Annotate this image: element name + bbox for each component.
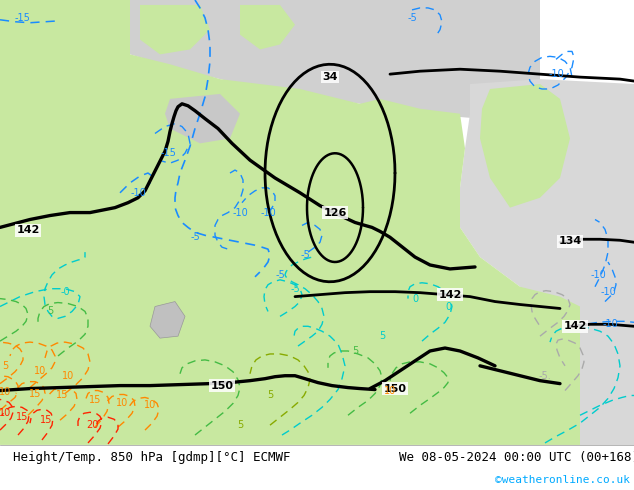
Text: We 08-05-2024 00:00 UTC (00+168): We 08-05-2024 00:00 UTC (00+168): [399, 451, 634, 464]
Polygon shape: [480, 84, 570, 208]
Text: -5.: -5.: [539, 371, 552, 381]
Text: 10: 10: [62, 371, 74, 381]
Text: 134: 134: [559, 236, 581, 246]
Text: 15: 15: [16, 412, 28, 422]
Text: 5: 5: [267, 391, 273, 400]
Text: 150: 150: [210, 381, 233, 391]
Text: 142: 142: [438, 290, 462, 300]
Text: -10: -10: [590, 270, 606, 280]
Text: -10: -10: [260, 208, 276, 218]
Text: 0: 0: [412, 294, 418, 304]
Text: -10: -10: [548, 69, 564, 79]
Text: 5: 5: [2, 361, 8, 371]
Text: 10: 10: [144, 400, 156, 410]
Text: -5: -5: [300, 250, 310, 260]
Text: Height/Temp. 850 hPa [gdmp][°C] ECMWF: Height/Temp. 850 hPa [gdmp][°C] ECMWF: [13, 451, 290, 464]
Polygon shape: [540, 178, 634, 445]
Polygon shape: [460, 79, 634, 307]
Text: -5: -5: [190, 232, 200, 242]
Text: -0: -0: [60, 287, 70, 296]
Text: -15: -15: [14, 13, 30, 23]
Text: 150: 150: [384, 384, 406, 393]
Text: -5: -5: [290, 284, 300, 294]
Text: -5: -5: [407, 13, 417, 23]
Text: 15: 15: [40, 415, 52, 425]
Text: 15: 15: [89, 395, 101, 405]
Text: 5: 5: [47, 306, 53, 317]
Polygon shape: [240, 5, 295, 49]
Text: -15: -15: [160, 148, 176, 158]
Text: 10: 10: [0, 387, 11, 396]
Text: 34: 34: [322, 72, 338, 82]
Text: 5: 5: [237, 420, 243, 430]
Text: 126: 126: [323, 208, 347, 218]
Text: 10: 10: [34, 366, 46, 376]
Polygon shape: [455, 287, 634, 445]
Text: 5: 5: [379, 331, 385, 341]
Text: 10: 10: [384, 386, 396, 395]
Polygon shape: [165, 94, 240, 144]
Text: 142: 142: [564, 321, 586, 331]
Text: 15: 15: [56, 391, 68, 400]
Polygon shape: [150, 301, 185, 338]
Text: -10: -10: [602, 319, 618, 329]
Text: 20: 20: [86, 420, 98, 430]
Text: -10: -10: [600, 287, 616, 296]
Text: -10: -10: [232, 208, 248, 218]
Text: -10: -10: [130, 188, 146, 198]
Polygon shape: [140, 5, 210, 54]
Text: 15: 15: [29, 389, 41, 398]
Text: ©weatheronline.co.uk: ©weatheronline.co.uk: [495, 475, 630, 485]
Text: 5: 5: [352, 346, 358, 356]
Text: -5: -5: [275, 270, 285, 280]
Polygon shape: [0, 0, 580, 445]
Text: 10: 10: [116, 398, 128, 408]
Polygon shape: [130, 0, 540, 119]
Text: 0: 0: [445, 301, 451, 312]
Text: 142: 142: [16, 225, 40, 235]
Text: 10: 10: [0, 408, 11, 418]
